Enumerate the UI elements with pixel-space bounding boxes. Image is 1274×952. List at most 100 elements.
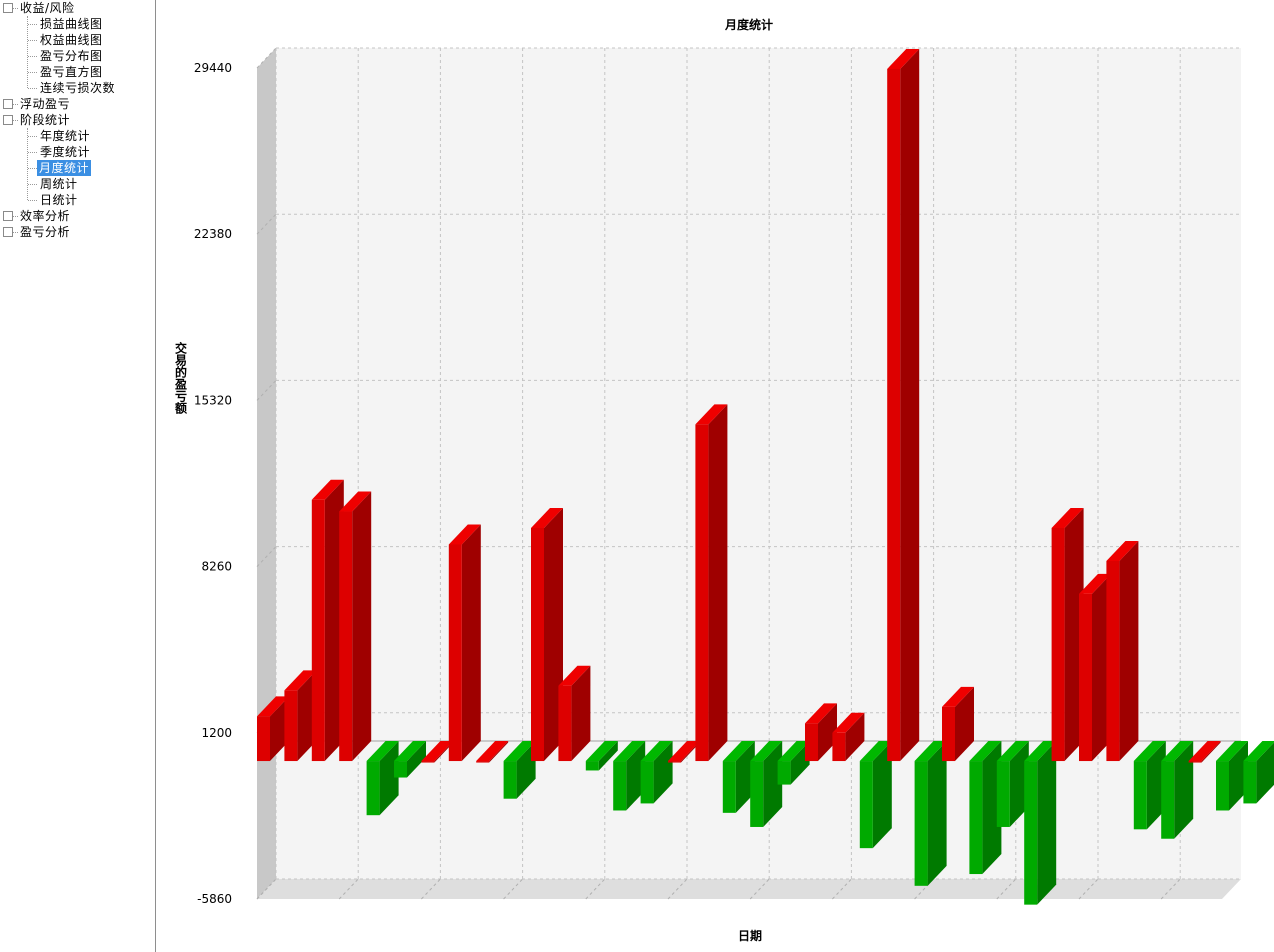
collapse-icon[interactable] [3, 115, 13, 125]
gridline-x-floor [749, 878, 770, 900]
tree-item-11[interactable]: 周统计 [0, 176, 154, 192]
tree-item-2[interactable]: 权益曲线图 [0, 32, 154, 48]
bar [1133, 741, 1166, 830]
bar-top [394, 741, 426, 762]
tree-item-1[interactable]: 损益曲线图 [0, 16, 154, 32]
bar-front [942, 706, 955, 762]
bar [503, 741, 536, 799]
tree-label: 损益曲线图 [40, 17, 103, 31]
tree-item-5[interactable]: 连续亏损次数 [0, 80, 154, 96]
y-axis-label: 交易的盈亏额 [174, 341, 188, 415]
tree-guide-line [28, 24, 37, 25]
bar [531, 507, 563, 762]
bar [421, 741, 454, 763]
tree-item-10[interactable]: 月度统计 [0, 160, 154, 176]
gridline-y-side [256, 546, 277, 567]
tree-guide-line [28, 136, 37, 137]
bar-side [681, 741, 700, 763]
bar-top [996, 741, 1029, 762]
bar-top [1216, 741, 1248, 762]
tree-group-6[interactable]: 浮动盈亏 [0, 96, 154, 112]
tree-label: 连续亏损次数 [40, 81, 116, 95]
tree-guide-line [28, 40, 37, 41]
bar [1106, 540, 1139, 762]
tree-item-3[interactable]: 盈亏分布图 [0, 48, 154, 64]
tree-label: 周统计 [40, 177, 78, 191]
bar-side [1037, 741, 1057, 905]
tree-group-14[interactable]: 盈亏分析 [0, 224, 154, 240]
tree-label: 日统计 [40, 193, 78, 207]
bar-side [982, 741, 1002, 875]
bar-front [640, 761, 654, 804]
bar-side [900, 48, 920, 762]
bar-side [461, 524, 481, 762]
bar-front [1024, 761, 1038, 905]
bar-side [379, 741, 399, 816]
bar [1243, 741, 1274, 804]
bar-front [311, 499, 325, 762]
y-tick-label: -5860 [197, 892, 232, 906]
collapse-icon[interactable] [3, 3, 13, 13]
tree-label: 浮动盈亏 [20, 97, 71, 111]
tree-guide-line [13, 8, 18, 9]
expand-icon[interactable] [3, 227, 13, 237]
gridline-x-floor [832, 878, 852, 900]
bar-top [1243, 741, 1274, 762]
bar-side [1064, 507, 1084, 762]
bar [1216, 741, 1248, 811]
chart-title: 月度统计 [724, 17, 773, 32]
navigation-tree: 收益/风险 损益曲线图权益曲线图 盈亏分布图 盈亏直方图 连续亏损次数浮动盈亏 阶段统计年… [0, 0, 156, 952]
tree-item-12[interactable]: 日统计 [0, 192, 154, 208]
bar-side [571, 665, 591, 762]
y-tick-label: 29440 [194, 61, 232, 75]
bar-front [695, 424, 709, 762]
bar-front [503, 761, 517, 799]
bar [914, 741, 947, 886]
gridline-x-floor [338, 878, 359, 900]
gridline-x-floor [996, 878, 1017, 900]
tree-label: 月度统计 [37, 160, 92, 176]
bar-top [969, 741, 1002, 762]
bar-top [805, 703, 837, 724]
bar-side [297, 670, 317, 762]
bar-side [489, 741, 509, 763]
bar-top [613, 741, 646, 762]
bar-side [1229, 741, 1248, 811]
bar-front [996, 761, 1010, 827]
bar-side [845, 712, 865, 762]
tree-group-7[interactable]: 阶段统计 [0, 112, 154, 128]
bar [777, 741, 810, 785]
bar-top [311, 479, 344, 500]
tree-label: 权益曲线图 [40, 33, 103, 47]
bar-front [1188, 761, 1202, 763]
bar [558, 665, 591, 762]
gridline-x-floor [1078, 878, 1099, 900]
bar-side [407, 741, 426, 778]
bar-top [448, 524, 481, 545]
bar-side [598, 741, 618, 771]
tree-item-9[interactable]: 季度统计 [0, 144, 154, 160]
bar [1051, 507, 1084, 762]
tree-guide-line [13, 120, 18, 121]
bar [585, 741, 618, 771]
bar-side [324, 479, 344, 762]
expand-icon[interactable] [3, 99, 13, 109]
bar-front [257, 716, 270, 762]
bar-top [585, 741, 618, 762]
bar-front [1051, 527, 1065, 762]
tree-item-8[interactable]: 年度统计 [0, 128, 154, 144]
bar-top [476, 741, 509, 762]
bar-top [257, 696, 289, 717]
bar-top [722, 741, 755, 762]
bar-side [790, 741, 810, 785]
gridline-x-floor [256, 878, 277, 900]
expand-icon[interactable] [3, 211, 13, 221]
bar-front [531, 527, 544, 762]
bar-front [777, 761, 791, 785]
bar-front [448, 544, 462, 762]
bar-front [339, 511, 353, 762]
tree-group-0[interactable]: 收益/风险 [0, 0, 154, 16]
tree-group-13[interactable]: 效率分析 [0, 208, 154, 224]
tree-item-4[interactable]: 盈亏直方图 [0, 64, 154, 80]
bar [887, 48, 920, 762]
